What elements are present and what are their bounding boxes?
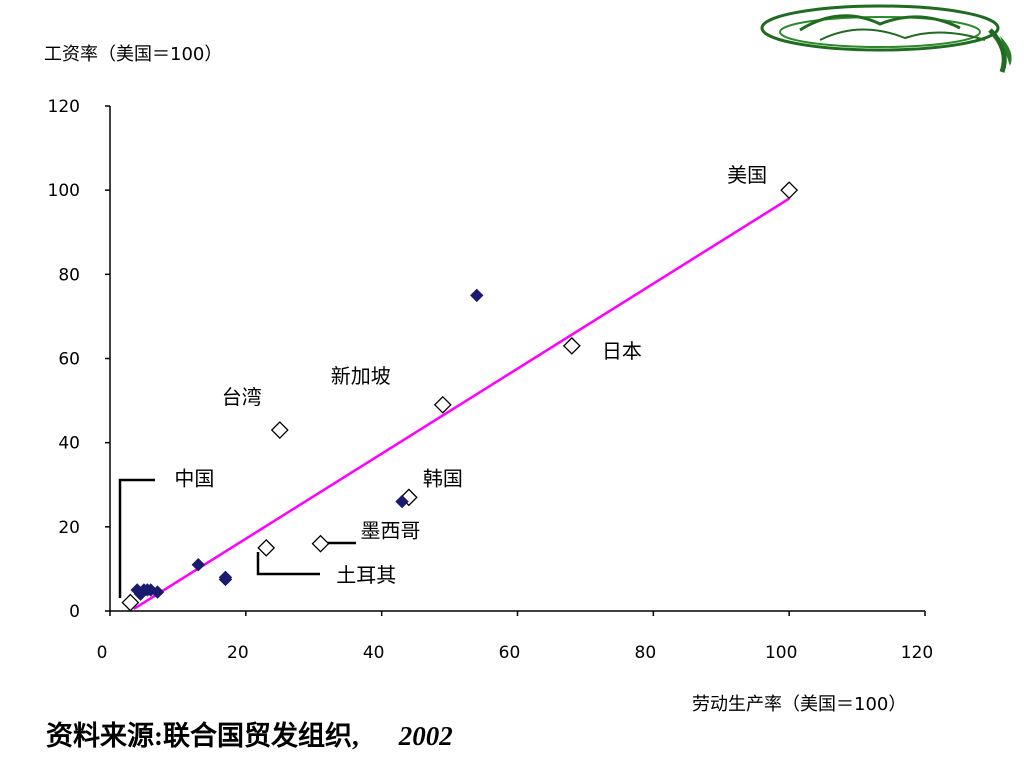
data-point-open [399, 488, 418, 507]
x-axis-title: 劳动生产率（美国＝100） [692, 694, 906, 715]
data-point-open [257, 538, 276, 557]
data-point-filled [150, 585, 165, 599]
data-point-open [121, 593, 140, 612]
y-tick-label: 40 [58, 434, 80, 454]
data-point-open [562, 336, 581, 355]
point-label: 墨西哥 [361, 519, 421, 543]
source-year: 2002 [398, 721, 453, 751]
x-tick-label: 60 [499, 643, 521, 663]
data-points [121, 181, 799, 612]
source-note: 资料来源:联合国贸发组织, 2002 [46, 714, 453, 753]
data-point-filled [218, 570, 233, 585]
data-point-open [270, 421, 289, 439]
data-point-filled [191, 558, 205, 572]
point-label: 土耳其 [336, 563, 396, 587]
y-tick-label: 80 [58, 265, 80, 285]
point-label: 日本 [602, 339, 642, 363]
leader-lines [118, 478, 356, 598]
data-point-open [780, 181, 799, 200]
x-axis-ticks: 0 20 40 60 80 100 120 [97, 611, 933, 663]
data-point-filled [395, 494, 409, 509]
x-tick-label: 80 [635, 643, 657, 663]
data-point-open [311, 534, 330, 553]
y-tick-label: 120 [48, 97, 80, 117]
data-point-filled [133, 587, 148, 601]
x-tick-label: 40 [363, 643, 385, 663]
x-tick-label: 120 [901, 643, 933, 663]
x-tick-label: 20 [227, 643, 249, 663]
globe-icon [760, 4, 1012, 73]
y-tick-label: 0 [69, 602, 80, 622]
point-label: 新加坡 [331, 364, 391, 388]
x-tick-label: 0 [97, 643, 108, 663]
point-label: 中国 [174, 467, 214, 491]
point-label: 韩国 [423, 466, 463, 490]
data-point-open [433, 395, 452, 414]
source-text: 资料来源:联合国贸发组织, [46, 721, 359, 751]
x-tick-label: 100 [765, 643, 797, 663]
trend-line [133, 197, 790, 610]
y-tick-label: 60 [58, 350, 80, 370]
y-tick-label: 20 [58, 518, 80, 538]
point-label: 台湾 [222, 385, 262, 409]
y-axis-title: 工资率（美国＝100） [44, 44, 222, 65]
data-point-filled [470, 288, 484, 303]
y-tick-label: 100 [48, 181, 80, 201]
point-label: 美国 [727, 163, 767, 187]
y-axis-ticks: 0 20 40 60 80 100 120 [48, 97, 110, 622]
